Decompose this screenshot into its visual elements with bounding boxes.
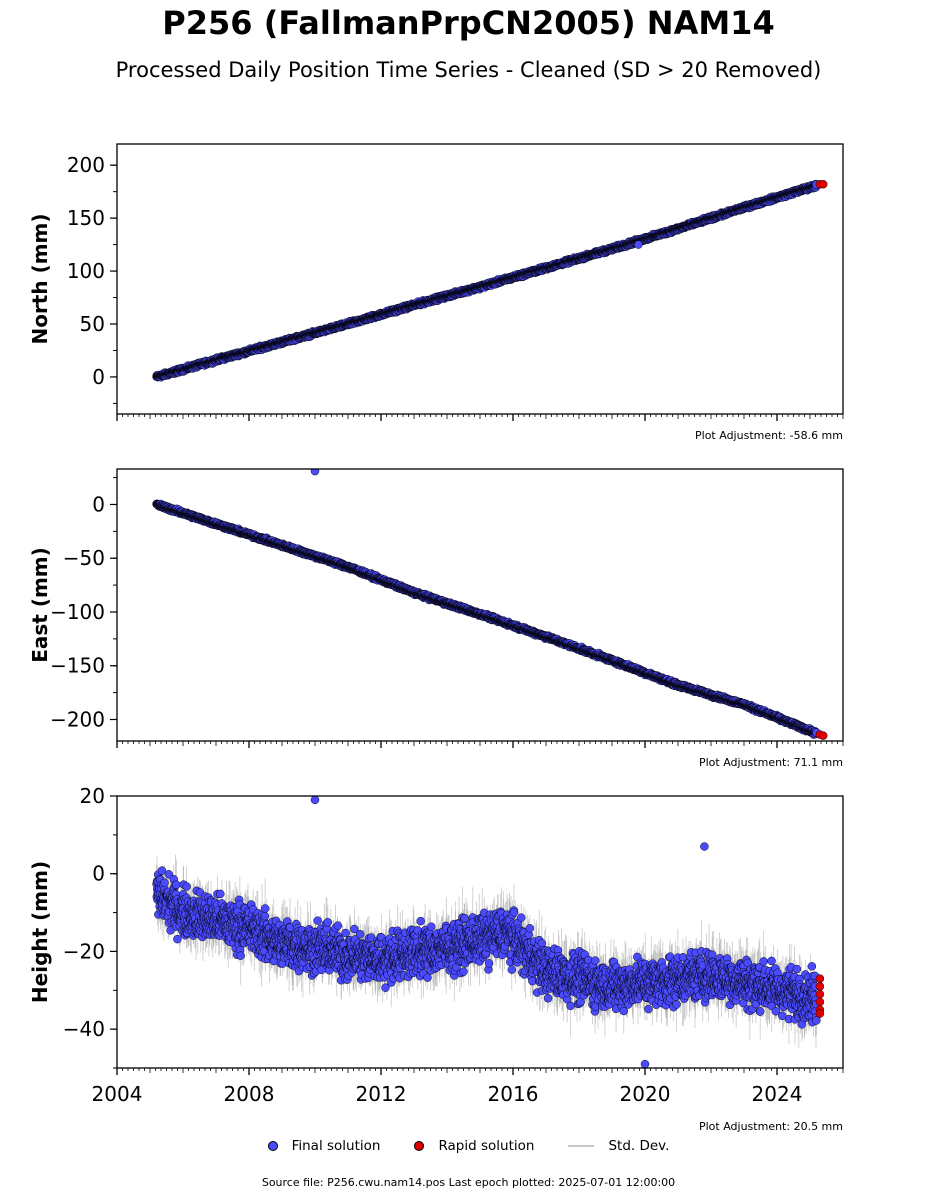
y-tick-label: 150 <box>67 206 105 230</box>
panel-0-frame <box>116 143 844 415</box>
y-axis-label: North (mm) <box>28 213 52 344</box>
outlier-point <box>634 240 643 249</box>
rapid-solution-point <box>818 180 828 189</box>
y-tick-label: 50 <box>80 312 105 336</box>
panel-0-plot <box>152 179 828 382</box>
panel-1-plot <box>152 469 828 740</box>
y-tick-label: 0 <box>92 365 105 389</box>
plot-adjustment-note: Plot Adjustment: -58.6 mm <box>695 429 843 442</box>
chart-subtitle: Processed Daily Position Time Series - C… <box>115 58 822 82</box>
y-tick-label: 100 <box>67 259 105 283</box>
chart-title: P256 (FallmanPrpCN2005) NAM14 <box>162 4 775 42</box>
y-tick-label: 200 <box>67 153 105 177</box>
